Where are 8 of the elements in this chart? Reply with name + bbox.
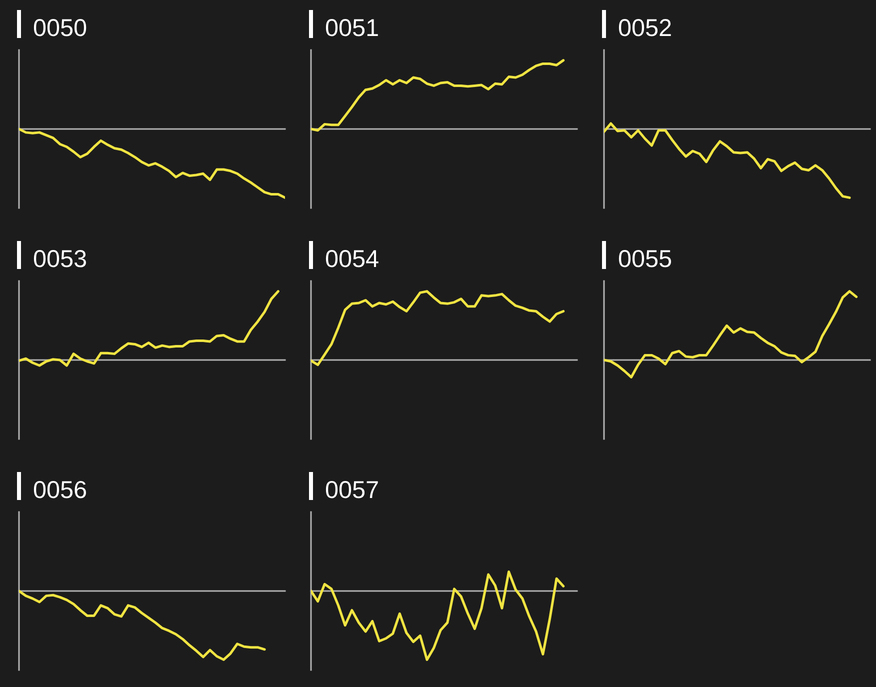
chart-title: 0050	[34, 19, 86, 36]
chart-title: 0057	[326, 481, 378, 498]
chart-title: 0056	[34, 481, 86, 498]
chart-title: 0052	[618, 19, 671, 36]
chart-title: 0055	[618, 250, 672, 268]
chart-title: 0054	[326, 250, 378, 268]
chart-title: 0051	[326, 19, 378, 36]
chart-title: 0053	[34, 250, 86, 268]
